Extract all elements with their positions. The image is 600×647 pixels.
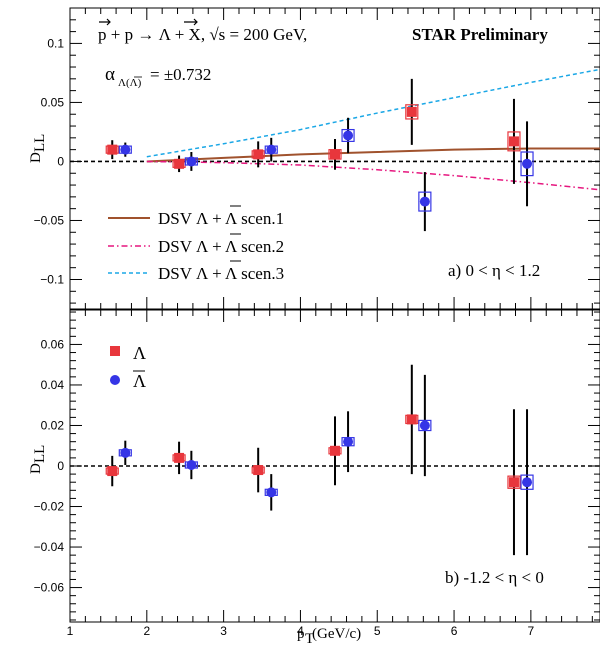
- lambda-data-point: [406, 414, 417, 425]
- top-title-text: p + p → Λ + X, √s = 200 GeV,: [98, 25, 307, 44]
- bottom-x-tick-label: 5: [374, 624, 381, 638]
- arrow-over-lambda-icon: [184, 18, 198, 26]
- lambda-data-point: [508, 477, 519, 488]
- antilambda-data-point: [120, 144, 131, 155]
- antilambda-sys-box: [418, 419, 432, 432]
- antilambda-data-point: [343, 436, 354, 447]
- lambda-sys-box: [507, 131, 521, 152]
- bottom-y-tick-label: 0.06: [41, 337, 65, 351]
- bottom-y-tick-label: 0.04: [41, 378, 65, 392]
- arrow-over-p-icon: [99, 18, 111, 26]
- antilambda-sys-box: [520, 151, 534, 177]
- top-y-tick-label: 0.1: [47, 36, 64, 50]
- top-title: p + p → Λ + X, √s = 200 GeV, STAR Prelim…: [98, 18, 548, 44]
- legend-marker-antilambda: [110, 375, 120, 385]
- lambda-sys-box: [405, 104, 419, 120]
- top-y-tick-label: 0: [57, 154, 64, 168]
- top-y-tick-label: −0.1: [40, 272, 64, 286]
- legend-label-antilambda: Λ: [133, 371, 146, 391]
- points-layer: [105, 78, 534, 556]
- lambda-data-point: [107, 144, 118, 155]
- lambda-sys-box: [507, 475, 521, 489]
- bottom-y-axis-title-sub: LL: [32, 445, 48, 463]
- antilambda-data-point: [266, 144, 277, 155]
- lambda-data-point: [508, 136, 519, 147]
- top-title-suffix: STAR Preliminary: [412, 25, 548, 44]
- bottom-x-tick-label: 7: [528, 624, 535, 638]
- x-axis-title-main: p: [297, 626, 305, 642]
- antilambda-data-point: [522, 158, 533, 169]
- lambda-data-point: [330, 445, 340, 456]
- lambda-data-point: [253, 149, 264, 160]
- lambda-data-point: [406, 106, 417, 117]
- antilambda-data-point: [120, 447, 131, 458]
- bottom-y-tick-label: −0.04: [34, 540, 65, 554]
- lambda-data-point: [330, 149, 340, 160]
- theory-curve-scen2: [146, 160, 600, 191]
- top-panel-frame: [69, 7, 600, 310]
- legend-label-lambda: Λ: [133, 343, 146, 363]
- alpha-label: α Λ(Λ) = ±0.732: [105, 64, 211, 89]
- top-y-tick-label: 0.05: [41, 95, 65, 109]
- antilambda-sys-box: [520, 474, 534, 490]
- antilambda-data-point: [186, 156, 197, 167]
- bottom-x-tick-label: 3: [220, 624, 227, 638]
- antilambda-data-point: [419, 420, 430, 431]
- ticks-layer: −0.1 −0.05 0 0.05 0.1 −0.06 −0.04 −0.02 0 0.02 0.0…: [34, 7, 600, 638]
- top-panel-annotation: a) 0 < η < 1.2: [448, 261, 540, 280]
- legend-marker-lambda: [110, 346, 120, 356]
- lambda-data-point: [174, 158, 185, 169]
- bottom-x-tick-label: 1: [67, 624, 74, 638]
- lambda-data-point: [107, 466, 118, 477]
- antilambda-data-point: [186, 459, 197, 470]
- top-legend: DSV Λ + Λ scen.1 DSV Λ + Λ scen.2 DSV Λ …: [108, 205, 284, 283]
- bottom-legend: Λ Λ: [110, 343, 146, 391]
- top-y-tick-label: −0.05: [34, 213, 65, 227]
- zero-lines: [70, 160, 600, 467]
- alpha-symbol: α: [105, 64, 115, 85]
- top-y-axis-title-sub: LL: [32, 134, 48, 152]
- bottom-y-tick-label: 0.02: [41, 418, 65, 432]
- lambda-data-point: [174, 452, 185, 463]
- bottom-y-tick-label: 0: [57, 459, 64, 473]
- bottom-x-tick-label: 6: [451, 624, 458, 638]
- x-axis-title-unit: (GeV/c): [312, 626, 361, 642]
- antilambda-sys-box: [418, 191, 432, 212]
- bottom-y-tick-label: −0.06: [34, 581, 65, 595]
- legend-label-scen3: DSV Λ + Λ scen.3: [158, 264, 284, 283]
- top-y-axis-title-main: D: [28, 152, 44, 163]
- alpha-subscript: Λ(Λ): [118, 77, 142, 89]
- x-axis-title: p T (GeV/c): [297, 626, 361, 647]
- curves-layer: [146, 68, 600, 191]
- antilambda-data-point: [266, 487, 277, 498]
- theory-curve-scen3: [146, 68, 600, 158]
- bottom-panel-annotation: b) -1.2 < η < 0: [445, 568, 544, 587]
- bottom-y-axis-title: D LL: [28, 445, 48, 474]
- bottom-x-tick-label: 2: [143, 624, 150, 638]
- antilambda-data-point: [419, 196, 430, 207]
- x-axis-title-sub: T: [305, 631, 314, 647]
- lambda-data-point: [253, 465, 264, 476]
- antilambda-data-point: [343, 130, 354, 141]
- bottom-y-tick-label: −0.02: [34, 500, 65, 514]
- top-y-axis-title: D LL: [28, 134, 48, 163]
- legend-label-scen1: DSV Λ + Λ scen.1: [158, 209, 284, 228]
- bottom-y-axis-title-main: D: [28, 463, 44, 474]
- theory-curve-scen1: [146, 147, 600, 163]
- antilambda-data-point: [522, 477, 533, 488]
- antilambda-sys-box: [341, 128, 355, 142]
- legend-label-scen2: DSV Λ + Λ scen.2: [158, 237, 284, 256]
- alpha-value: = ±0.732: [150, 65, 211, 84]
- bottom-x-tick-label: 4: [297, 624, 304, 638]
